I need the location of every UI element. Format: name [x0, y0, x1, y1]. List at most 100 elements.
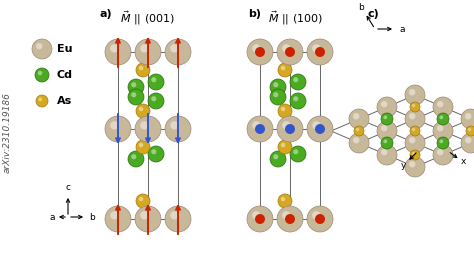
Circle shape: [437, 101, 443, 107]
Text: y: y: [401, 160, 406, 170]
Circle shape: [377, 121, 397, 141]
Circle shape: [135, 116, 161, 142]
Circle shape: [148, 74, 164, 90]
Text: c): c): [368, 9, 380, 19]
Circle shape: [356, 128, 359, 131]
Circle shape: [290, 74, 306, 90]
Circle shape: [409, 161, 415, 167]
Circle shape: [136, 194, 150, 208]
Circle shape: [255, 214, 265, 224]
Text: b: b: [359, 3, 365, 12]
Circle shape: [381, 113, 393, 125]
Circle shape: [105, 206, 131, 232]
Circle shape: [381, 137, 393, 149]
Circle shape: [252, 211, 261, 219]
Circle shape: [437, 149, 443, 155]
Circle shape: [273, 154, 278, 159]
Circle shape: [281, 197, 285, 201]
Circle shape: [461, 109, 474, 129]
Circle shape: [148, 93, 164, 109]
Circle shape: [165, 116, 191, 142]
Circle shape: [128, 89, 144, 105]
Circle shape: [461, 133, 474, 153]
Circle shape: [139, 143, 143, 147]
Circle shape: [255, 47, 265, 57]
Circle shape: [110, 44, 118, 53]
Circle shape: [465, 137, 472, 143]
Circle shape: [353, 113, 359, 119]
Circle shape: [353, 137, 359, 143]
Circle shape: [140, 121, 148, 129]
Circle shape: [273, 82, 278, 87]
Circle shape: [140, 211, 148, 219]
Circle shape: [139, 107, 143, 111]
Circle shape: [35, 68, 49, 82]
Circle shape: [312, 211, 320, 219]
Circle shape: [36, 95, 48, 107]
Circle shape: [136, 63, 150, 77]
Text: $\vec{M}$ || (001): $\vec{M}$ || (001): [120, 9, 175, 27]
Circle shape: [247, 39, 273, 65]
Circle shape: [437, 137, 449, 149]
Text: b): b): [248, 9, 261, 19]
Circle shape: [255, 124, 265, 134]
Circle shape: [270, 151, 286, 167]
Circle shape: [433, 121, 453, 141]
Circle shape: [381, 125, 387, 131]
Circle shape: [405, 157, 425, 177]
Circle shape: [312, 44, 320, 53]
Text: a: a: [49, 213, 55, 222]
Circle shape: [165, 206, 191, 232]
Circle shape: [277, 116, 303, 142]
Circle shape: [128, 79, 144, 95]
Circle shape: [437, 125, 443, 131]
Circle shape: [412, 104, 415, 107]
Circle shape: [409, 89, 415, 95]
Circle shape: [277, 206, 303, 232]
Text: a: a: [399, 25, 405, 33]
Circle shape: [105, 39, 131, 65]
Circle shape: [247, 206, 273, 232]
Circle shape: [32, 39, 52, 59]
Circle shape: [293, 149, 298, 154]
Circle shape: [282, 44, 291, 53]
Circle shape: [278, 104, 292, 118]
Circle shape: [290, 93, 306, 109]
Circle shape: [252, 44, 261, 53]
Circle shape: [105, 116, 131, 142]
Circle shape: [405, 109, 425, 129]
Text: b: b: [90, 213, 95, 222]
Circle shape: [381, 149, 387, 155]
Circle shape: [293, 96, 298, 101]
Circle shape: [433, 97, 453, 117]
Circle shape: [412, 152, 415, 155]
Circle shape: [285, 124, 295, 134]
Circle shape: [409, 113, 415, 119]
Circle shape: [170, 44, 179, 53]
Circle shape: [148, 146, 164, 162]
Circle shape: [383, 115, 387, 119]
Circle shape: [135, 39, 161, 65]
Text: arXiv:2310.19186: arXiv:2310.19186: [2, 93, 11, 174]
Circle shape: [410, 150, 420, 160]
Circle shape: [139, 66, 143, 70]
Circle shape: [252, 121, 261, 129]
Circle shape: [307, 206, 333, 232]
Circle shape: [437, 113, 449, 125]
Circle shape: [170, 121, 179, 129]
Circle shape: [468, 128, 471, 131]
Circle shape: [151, 77, 156, 82]
Circle shape: [131, 92, 137, 97]
Circle shape: [136, 140, 150, 154]
Circle shape: [131, 82, 137, 87]
Circle shape: [278, 140, 292, 154]
Circle shape: [247, 116, 273, 142]
Circle shape: [354, 126, 364, 136]
Circle shape: [410, 126, 420, 136]
Circle shape: [281, 143, 285, 147]
Circle shape: [307, 39, 333, 65]
Text: Eu: Eu: [57, 44, 73, 54]
Circle shape: [136, 104, 150, 118]
Circle shape: [315, 124, 325, 134]
Circle shape: [349, 133, 369, 153]
